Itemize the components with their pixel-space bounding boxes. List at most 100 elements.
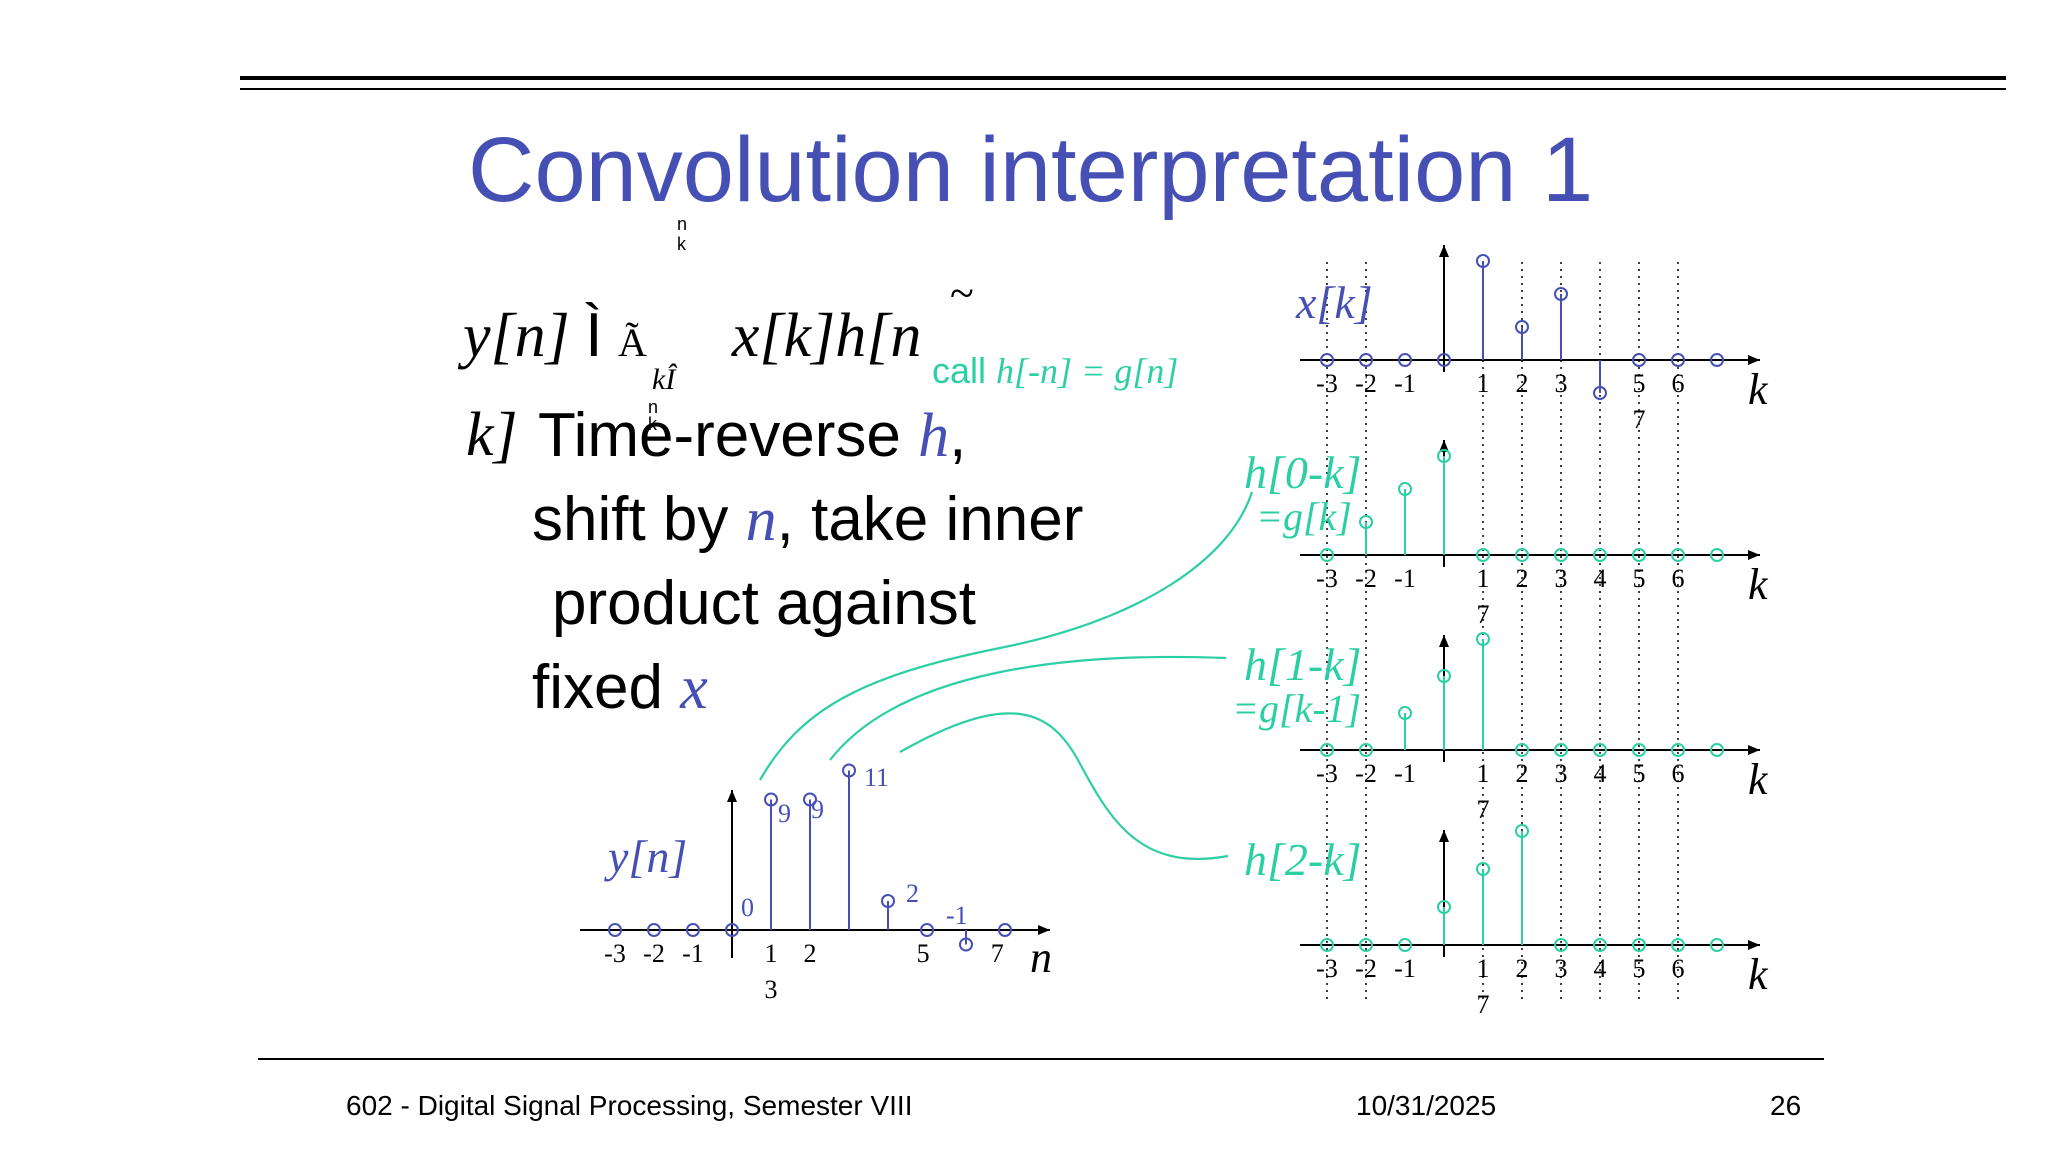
bullet-var-h: h: [918, 402, 950, 470]
yn-value-label-4: 2: [906, 879, 919, 908]
plot-1-stem-marker-3: [1437, 353, 1451, 367]
plot-2-series-sublabel: =g[k]: [1256, 494, 1352, 539]
equation-lhs: y[n]: [463, 302, 570, 370]
plot-2-stem-marker-4: [1476, 548, 1490, 562]
plot-2-axis-variable: k: [1748, 560, 1769, 609]
plot-3-x-arrowhead: [1748, 745, 1760, 755]
plot-2-tick-label-7: 5: [1633, 564, 1646, 593]
plot-4-stem-marker-5: [1515, 824, 1529, 838]
plot-2-tick-label-2: -1: [1394, 564, 1416, 593]
plot-4-stem-marker-3: [1437, 900, 1451, 914]
yn-value-label-3: 11: [864, 763, 889, 792]
plot-1-stem-marker-6: [1554, 287, 1568, 301]
plot-3-stem-marker-5: [1515, 743, 1529, 757]
footer-page-number: 26: [1770, 1090, 1802, 1121]
plot-2-tick-label-6: 4: [1594, 564, 1607, 593]
plot-3-stem-marker-8: [1632, 743, 1646, 757]
plot-4-y-arrowhead: [1439, 830, 1449, 842]
plot-2-x-arrowhead: [1748, 550, 1760, 560]
plot-3-tick-label-2: -1: [1394, 759, 1416, 788]
yn-tick-label-2: -1: [682, 939, 704, 968]
plot-4-stem-marker-6: [1554, 938, 1568, 952]
plot-1-tick-label-6: 5: [1633, 369, 1646, 398]
plot-2-stem-marker-0: [1320, 548, 1334, 562]
plot-2-tick-label-5: 3: [1555, 564, 1568, 593]
yn-tick-label-1: -2: [643, 939, 665, 968]
plot-2-stem-marker-3: [1437, 449, 1451, 463]
plot-3-series-sublabel: =g[k-1]: [1232, 686, 1361, 731]
plot-4-tick-label-4: 2: [1516, 954, 1529, 983]
plot-3-tick-label-3: 1: [1477, 759, 1490, 788]
arrow-h2-to-y3: [899, 712, 1229, 861]
plot-2-tick-label-9: 7: [1477, 600, 1490, 629]
top-rule-thick: [240, 76, 2006, 80]
plot-3-tick-label-9: 7: [1477, 795, 1490, 824]
equation-tail: k]: [466, 401, 518, 469]
plot-3-stem-marker-2: [1398, 706, 1412, 720]
plot-1-stem-marker-1: [1359, 353, 1373, 367]
yn-value-label-1: 9: [778, 799, 791, 828]
plot-3-tick-label-0: -3: [1316, 759, 1338, 788]
plot-4-tick-label-0: -3: [1316, 954, 1338, 983]
plot-4-stem-marker-2: [1398, 938, 1412, 952]
plot-4-stem-marker-9: [1671, 938, 1685, 952]
call-g-note: call h[-n] = g[n]: [932, 350, 1178, 392]
plot-3-tick-label-1: -2: [1355, 759, 1377, 788]
plot-4-series-label: h[2-k]: [1244, 834, 1362, 885]
call-g-formula: h[-n] = g[n]: [996, 351, 1179, 391]
yn-stem-marker-4: [764, 792, 778, 807]
plot-1-stem-marker-4: [1476, 254, 1490, 268]
plot-4-tick-label-9: 7: [1477, 990, 1490, 1019]
plot-1-stem-marker-5: [1515, 320, 1529, 334]
plot-1-series-label: x[k]: [1295, 277, 1373, 328]
plot-3-series-label: h[1-k]: [1244, 639, 1362, 690]
plot-1-y-arrowhead: [1439, 245, 1449, 257]
plot-3-stem-marker-1: [1359, 743, 1373, 757]
yn-stem-marker-2: [686, 923, 700, 937]
plot-2-stem-marker-7: [1593, 548, 1607, 562]
plot-4-tick-label-7: 5: [1633, 954, 1646, 983]
call-g-prefix: call: [932, 350, 997, 391]
plot-4-tick-label-5: 3: [1555, 954, 1568, 983]
bullet-line-4: fixed x: [532, 652, 708, 724]
arrow-h1-to-y2: [829, 655, 1227, 761]
yn-y-arrowhead: [727, 790, 737, 802]
yn-x-arrowhead: [1038, 925, 1050, 935]
plot-3-stem-marker-7: [1593, 743, 1607, 757]
convolution-equation: y[n] Ì Ã x[k]h[n: [463, 300, 921, 372]
sum-superscript-n: n: [677, 214, 688, 234]
plot-1-tick-label-2: -1: [1394, 369, 1416, 398]
plot-1-tick-label-0: -3: [1316, 369, 1338, 398]
footer-course: 602 - Digital Signal Processing, Semeste…: [346, 1090, 913, 1121]
equation-sub-k: k: [648, 414, 657, 434]
yn-value-label-5: -1: [946, 901, 968, 930]
yn-axis-variable: n: [1030, 933, 1052, 982]
plot-1-stem-marker-8: [1632, 353, 1646, 367]
plot-2-stem-marker-10: [1710, 548, 1724, 562]
plot-1-stem-marker-9: [1671, 353, 1685, 367]
plot-3-tick-label-5: 3: [1555, 759, 1568, 788]
yn-value-label-0: 0: [741, 893, 754, 922]
plot-2-stem-marker-8: [1632, 548, 1646, 562]
plot-3-stem-marker-4: [1476, 632, 1490, 646]
bullet-line-2: shift by n, take inner: [532, 484, 1083, 556]
plot-4-stem-marker-10: [1710, 938, 1724, 952]
bullet-line-1-end: ,: [949, 401, 967, 470]
plot-3-stem-marker-10: [1710, 743, 1724, 757]
equation-tilde: ~: [950, 269, 974, 318]
plot-1-tick-label-5: 3: [1555, 369, 1568, 398]
plot-1-tick-label-7: 6: [1672, 369, 1685, 398]
plot-1-stem-marker-2: [1398, 353, 1412, 367]
plot-2-stem-marker-6: [1554, 548, 1568, 562]
arrow-h0-to-y1: [759, 491, 1254, 781]
yn-stem-marker-6: [842, 763, 856, 778]
equation-sub-n: n: [648, 397, 659, 417]
yn-tick-label-5: 3: [765, 975, 778, 1004]
plot-4-tick-label-8: 6: [1672, 954, 1685, 983]
yn-stem-marker-3: [725, 923, 739, 937]
plot-1-axis-variable: k: [1748, 365, 1769, 414]
plot-2-stem-marker-2: [1398, 482, 1412, 496]
sum-superscript-k: k: [677, 234, 686, 254]
yn-tick-label-3: 1: [765, 939, 778, 968]
